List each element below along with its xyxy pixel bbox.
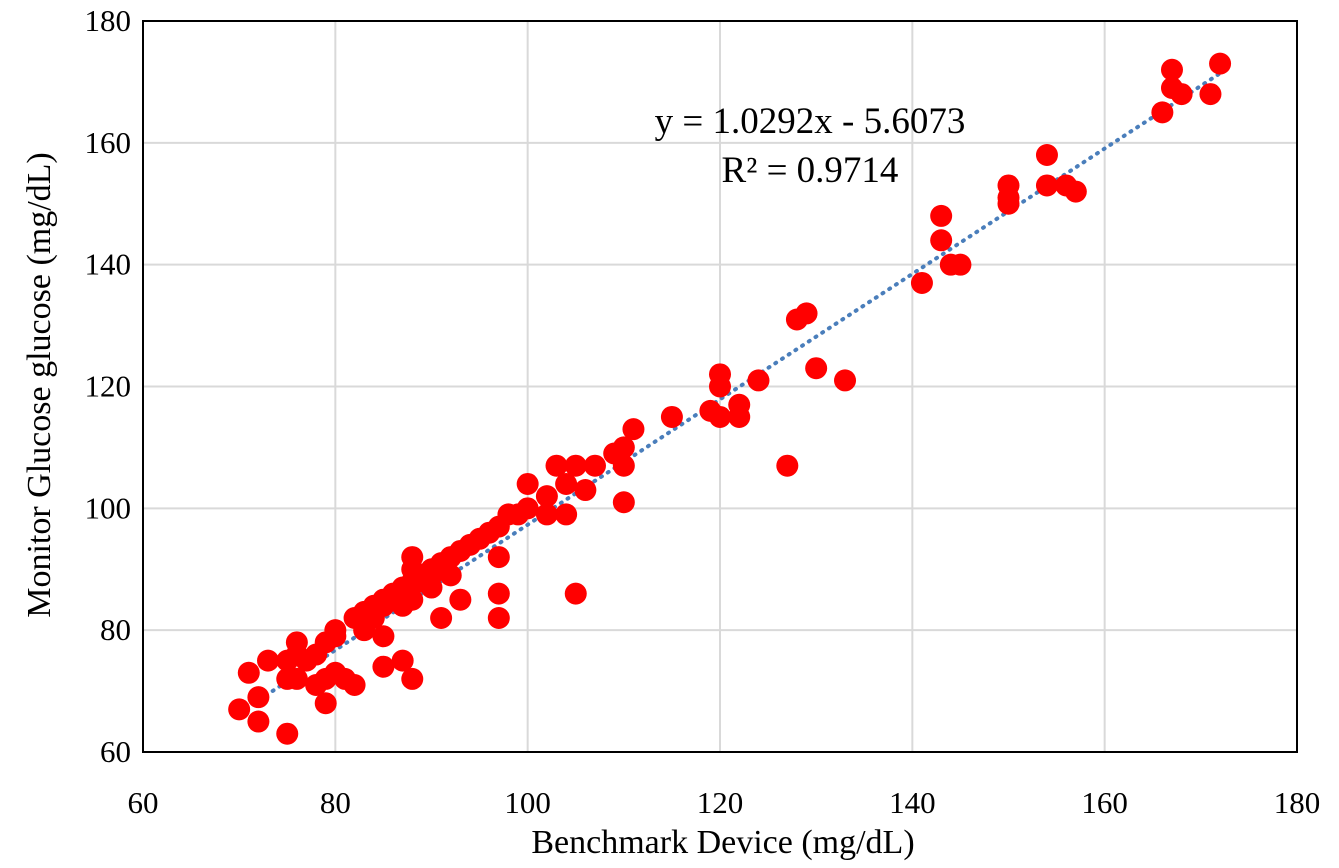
data-point [776,454,799,477]
y-tick-label: 60 [100,734,131,769]
data-point [910,271,933,294]
y-axis-title: Monitor Glucose glucose (mg/dL) [21,152,58,618]
x-tick-label: 140 [889,785,936,820]
data-point [372,655,395,678]
data-point [285,631,308,654]
data-point [612,436,635,459]
data-point [612,454,635,477]
data-point [487,582,510,605]
x-tick-label: 180 [1274,785,1321,820]
y-tick-label: 100 [85,490,132,525]
data-point [1170,83,1193,106]
data-point [257,649,280,672]
data-point [930,229,953,252]
data-point [709,405,731,428]
y-tick-label: 160 [85,125,132,160]
data-point [391,649,414,672]
data-point [612,491,635,514]
data-point [1035,174,1058,197]
data-point [439,564,462,587]
x-axis-title: Benchmark Device (mg/dL) [531,824,914,861]
data-point [449,588,472,611]
data-point [574,479,597,502]
data-point [343,673,366,696]
data-point [247,686,270,709]
data-point [555,472,578,495]
data-point [516,472,539,495]
x-tick-labels: 60 80 100 120 140 160 180 [128,785,1321,820]
data-point [324,619,347,642]
data-point [535,503,558,526]
data-point [372,625,395,648]
y-tick-label: 140 [85,247,132,282]
data-point [401,588,424,611]
plot-area-frame [142,20,1298,753]
data-point [516,497,539,520]
trendline-r-squared: R² = 0.9714 [722,150,899,191]
data-point [1064,180,1087,203]
y-tick-label: 120 [85,369,132,404]
data-point [228,698,251,721]
data-point [545,454,568,477]
data-point [401,546,424,569]
data-point [314,692,337,715]
x-tick-label: 60 [128,785,159,820]
y-tick-labels: 60 80 100 120 140 160 180 [85,3,132,769]
data-point [622,418,645,441]
data-point [1151,101,1174,124]
data-point [930,204,953,227]
data-point [997,174,1020,197]
data-point [430,606,453,629]
data-point [795,302,818,325]
y-tick-label: 80 [100,612,131,647]
data-point [709,363,731,386]
data-point [1209,52,1232,75]
data-point [747,369,770,392]
data-point [487,546,510,569]
data-point [660,405,683,428]
data-point [583,454,606,477]
trendline [237,71,1223,715]
data-point [1199,83,1222,106]
trendline-group [237,71,1223,715]
data-point [834,369,857,392]
data-point [728,393,751,416]
data-point [1160,58,1183,81]
data-points [228,52,1232,745]
trendline-equation: y = 1.0292x - 5.6073 [655,101,966,142]
data-point [1035,144,1058,167]
x-tick-label: 160 [1081,785,1128,820]
data-point [564,454,587,477]
data-point [564,582,587,605]
x-tick-label: 120 [697,785,744,820]
data-point [555,503,578,526]
data-point [237,661,260,684]
data-point [247,710,270,733]
x-tick-label: 100 [504,785,551,820]
data-point [401,667,424,690]
data-point [805,357,828,380]
x-tick-label: 80 [320,785,351,820]
data-point [949,253,972,276]
data-point [276,722,299,745]
data-point [487,606,510,629]
data-point [285,667,308,690]
y-tick-label: 180 [85,3,132,38]
data-point [535,485,558,508]
